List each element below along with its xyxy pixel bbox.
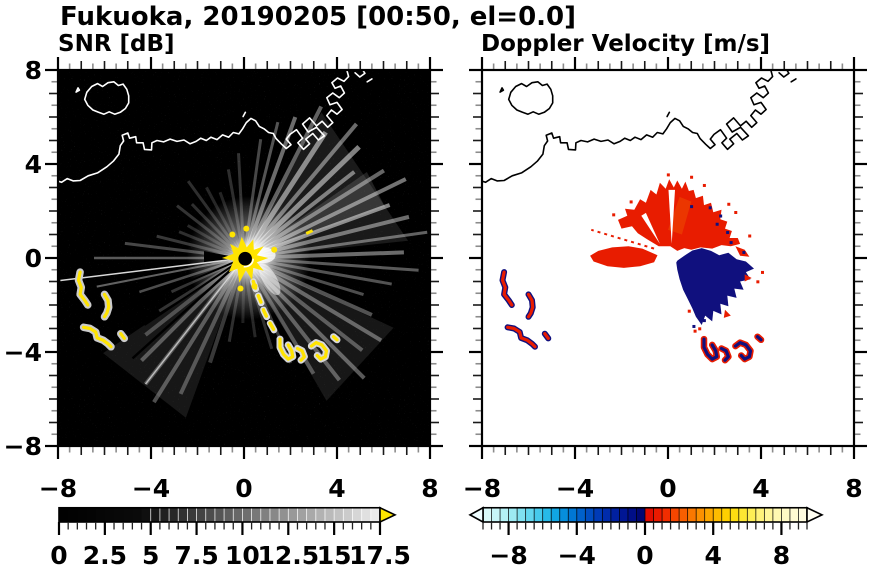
velocity-map-panel: −8 −4 0 4 8 — [463, 57, 867, 503]
svg-text:−8: −8 — [39, 474, 77, 503]
svg-text:0: 0 — [659, 474, 676, 503]
svg-text:7.5: 7.5 — [174, 541, 218, 570]
svg-text:8: 8 — [773, 541, 790, 570]
svg-text:−8: −8 — [489, 541, 527, 570]
snr-axes: −8 −4 0 4 8 8 4 0 −4 −8 — [4, 56, 443, 503]
svg-text:8: 8 — [845, 474, 862, 503]
svg-text:−4: −4 — [558, 541, 596, 570]
svg-text:8: 8 — [25, 56, 42, 85]
coastline-snr — [58, 70, 373, 184]
snr-echo-layer — [60, 105, 428, 418]
svg-text:4: 4 — [328, 474, 345, 503]
velocity-echo-layer — [499, 173, 765, 364]
svg-text:−4: −4 — [556, 474, 594, 503]
svg-text:5: 5 — [142, 541, 159, 570]
svg-text:12.5: 12.5 — [257, 541, 319, 570]
snr-map-panel: −8 −4 0 4 8 8 4 0 −4 −8 — [4, 56, 443, 503]
coastline-velocity — [482, 70, 797, 184]
svg-text:−4: −4 — [4, 338, 42, 367]
svg-text:0: 0 — [235, 474, 252, 503]
svg-text:4: 4 — [752, 474, 769, 503]
velocity-panel-title: Doppler Velocity [m/s] — [481, 31, 771, 57]
svg-text:8: 8 — [421, 474, 438, 503]
svg-text:−4: −4 — [132, 474, 170, 503]
velocity-axes: −8 −4 0 4 8 — [463, 57, 867, 503]
svg-text:0: 0 — [25, 244, 42, 273]
svg-text:15: 15 — [317, 541, 352, 570]
svg-text:0: 0 — [50, 541, 67, 570]
svg-text:0: 0 — [636, 541, 653, 570]
svg-text:−8: −8 — [463, 474, 501, 503]
snr-panel-title: SNR [dB] — [58, 31, 175, 57]
svg-text:−8: −8 — [4, 432, 42, 461]
velocity-colorbar: −8 −4 0 4 8 — [468, 506, 824, 570]
figure-title: Fukuoka, 20190205 [00:50, el=0.0] — [60, 2, 577, 32]
svg-text:17.5: 17.5 — [349, 541, 411, 570]
svg-text:4: 4 — [25, 150, 42, 179]
svg-text:10: 10 — [225, 541, 260, 570]
svg-text:4: 4 — [705, 541, 722, 570]
svg-text:2.5: 2.5 — [83, 541, 127, 570]
